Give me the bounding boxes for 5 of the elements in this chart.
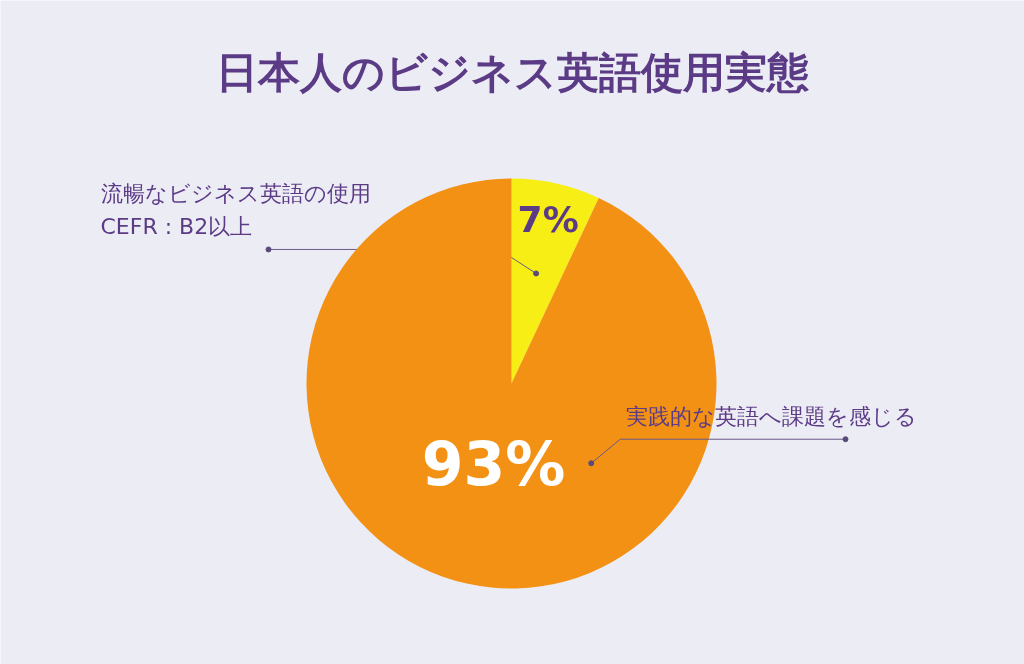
slice-label: 実践的な英語へ課題を感じる [625,404,917,430]
chart-title: 日本人のビジネス英語使用実態 [216,48,809,97]
slice-label: 流暢なビジネス英語の使用 CEFR : B2以上 [100,180,371,240]
data-label: 7% [517,198,579,240]
data-label: 93% [421,428,566,499]
